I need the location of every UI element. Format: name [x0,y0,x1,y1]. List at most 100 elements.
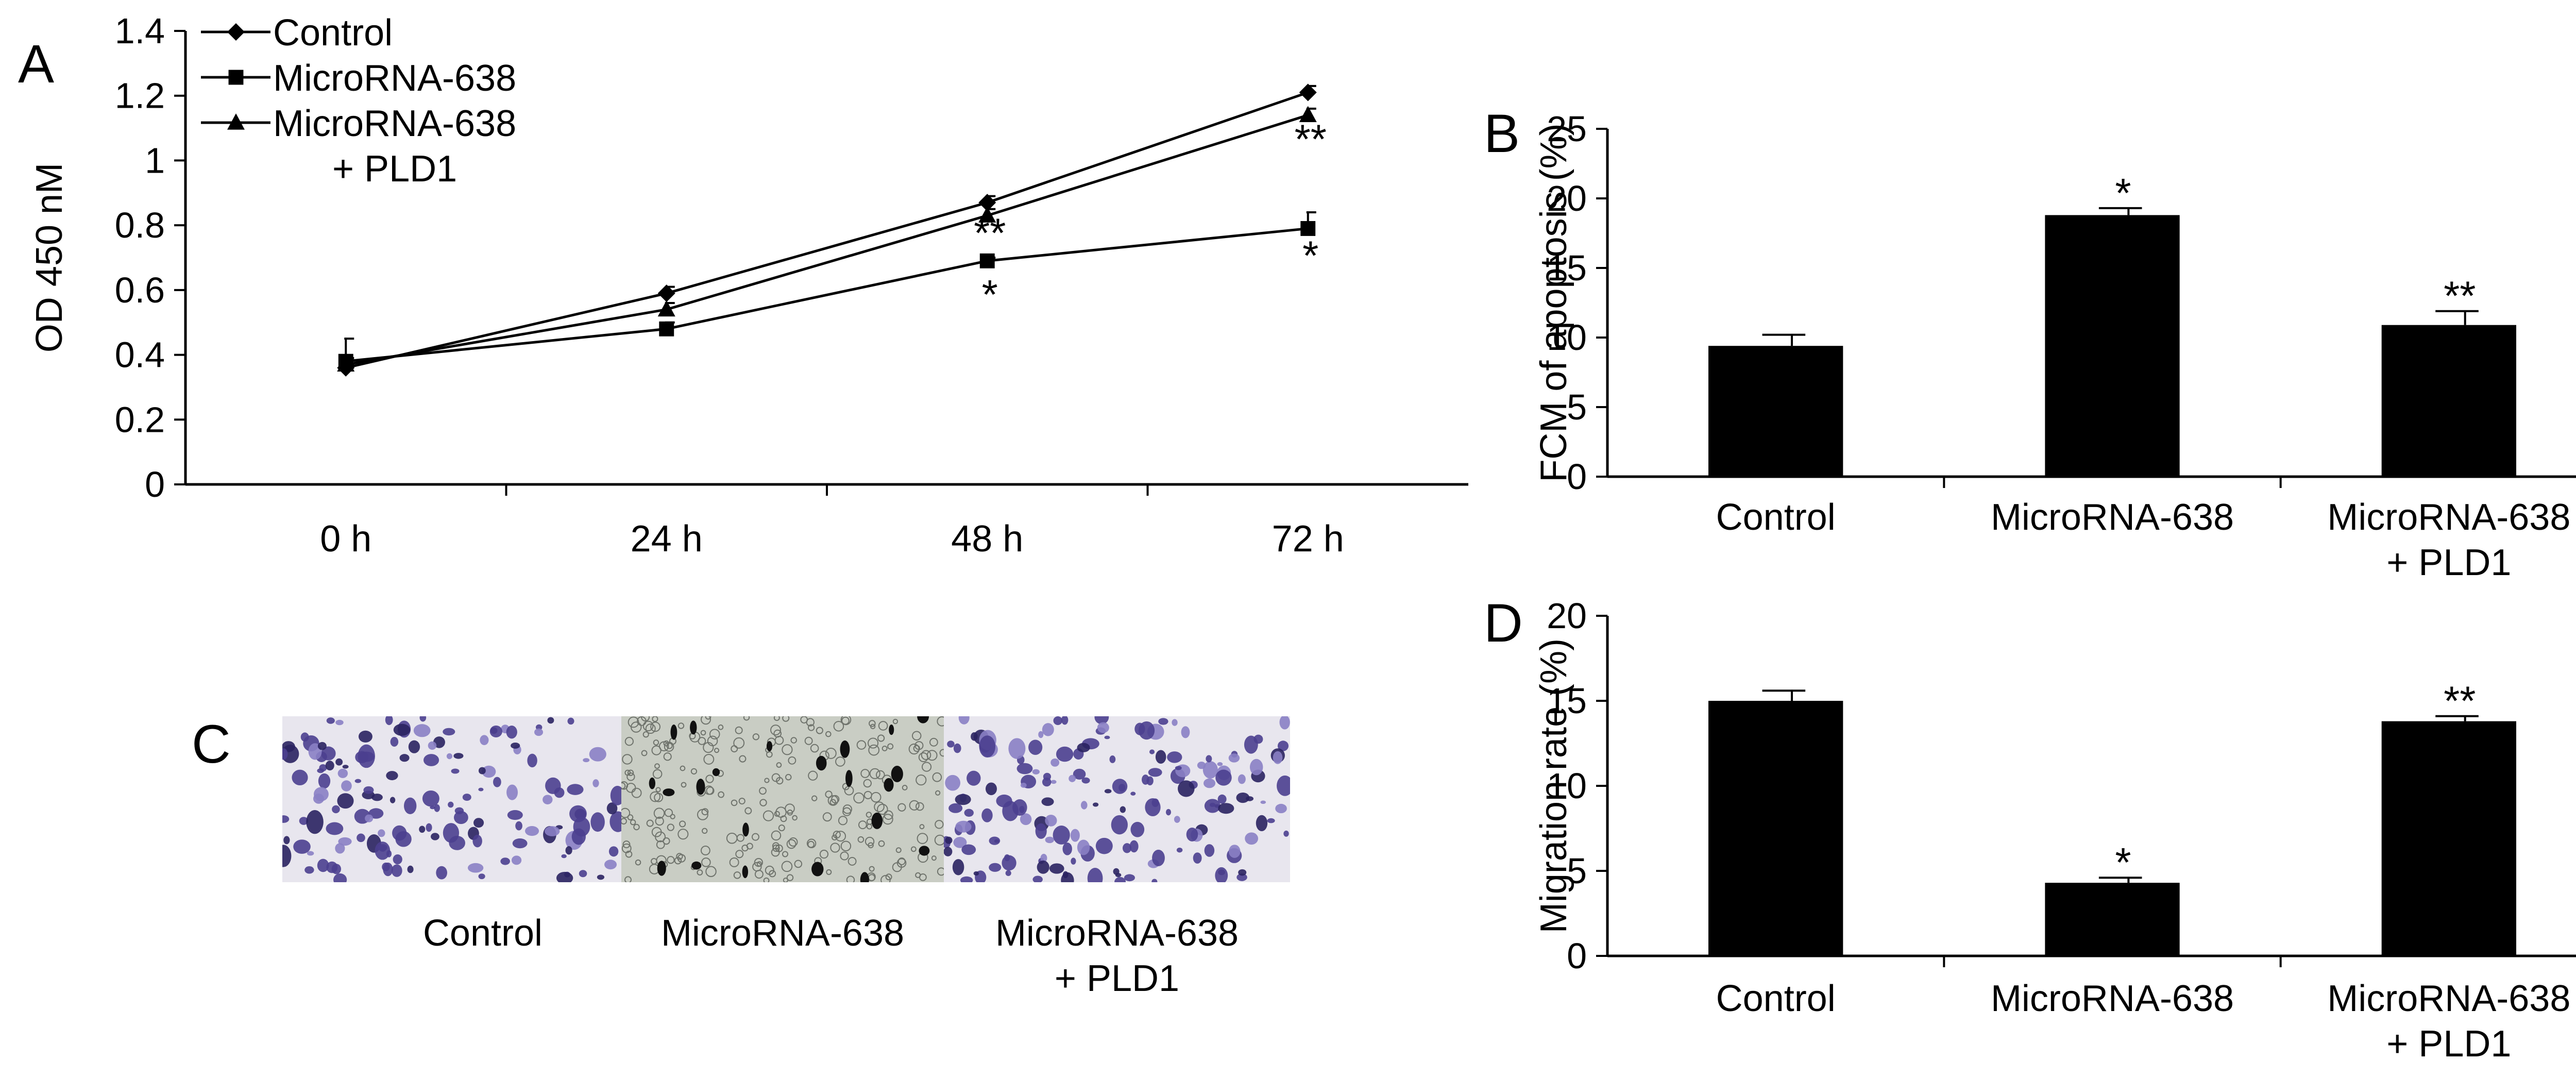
pore-ring [782,744,793,755]
pore-ring [637,716,647,726]
stained-cell [493,777,501,787]
stained-cell [515,821,522,831]
stained-cell [1129,840,1139,853]
dark-cell [871,812,883,829]
stained-cell [446,753,452,760]
stained-cell [1122,843,1132,853]
y-tick-label: 1.4 [115,11,165,51]
stained-cell [1146,776,1154,786]
stained-cell [489,725,502,738]
stained-cell [945,775,961,791]
stained-cell [423,754,439,766]
dark-cell [919,846,930,856]
stained-cell [1130,792,1136,796]
transwell-image [944,716,1290,882]
x-tick-label: MicroRNA-638 [1991,978,2234,1019]
stained-cell [1050,780,1057,784]
stained-cell [337,793,354,809]
stained-cell [967,770,981,786]
pore-ring [897,803,906,812]
pore-ring [771,830,782,841]
stained-cell [478,767,486,775]
y-tick-label: 1 [145,140,165,180]
pore-ring [931,855,937,861]
pore-ring [676,853,683,860]
y-axis-title: Migration rate (%) [1533,638,1574,933]
pore-ring [735,850,744,859]
data-point-diamond [657,284,675,302]
data-point-square [1300,221,1316,236]
pore-ring [937,867,944,876]
pore-ring [759,787,767,795]
pore-ring [652,716,658,722]
y-tick-label: 5 [1567,387,1587,427]
pore-ring [863,779,872,788]
pore-ring [718,724,724,730]
pore-ring [622,840,631,849]
stained-cell [1061,872,1074,882]
stained-cell [335,719,344,726]
pore-ring [865,836,875,847]
stained-cell [335,758,343,766]
y-tick-label: 0.8 [115,205,165,245]
stained-cell [1165,809,1172,816]
x-tick-label: MicroRNA-638 [1991,497,2234,538]
dark-cell [811,862,824,877]
stained-cell [357,833,365,843]
pore-ring [680,765,686,771]
pore-ring [910,846,917,852]
stained-cell [391,864,402,877]
stained-cell [413,724,431,737]
pore-ring [810,744,819,753]
stained-cell [434,804,440,812]
stained-cell [1087,868,1103,882]
pore-ring [829,799,836,805]
stained-cell [511,855,522,865]
dark-cell [840,740,850,758]
stained-cell [342,765,349,769]
bar [2381,721,2516,956]
pore-ring [773,716,780,721]
stained-cell [1081,777,1090,784]
stained-cell [1077,743,1090,752]
data-point-triangle [657,300,675,317]
pore-ring [841,716,850,725]
stained-cell [534,728,544,736]
stained-cell [399,754,410,762]
stained-cell [1130,821,1145,837]
stained-cell [1045,836,1055,844]
x-tick-label: MicroRNA-638 [2327,978,2570,1019]
pore-ring [935,790,941,796]
pore-ring [642,731,649,738]
stained-cell [419,716,427,722]
stained-cell [1174,816,1180,823]
pore-ring [787,810,793,816]
pore-ring [625,783,636,793]
stained-cell [1094,716,1109,725]
stained-cell [1070,829,1080,842]
pore-ring [701,808,709,816]
pore-ring [882,814,893,825]
pore-ring [781,861,793,872]
y-tick-label: 0 [145,464,165,504]
pore-ring [788,837,798,847]
pore-ring [646,819,654,827]
stained-cell [1267,818,1275,823]
legend-label: MicroRNA-638 [273,58,516,99]
pore-ring [701,857,711,867]
stained-cell [378,829,385,837]
transwell-image [621,716,944,882]
stained-cell [960,876,973,882]
pore-ring [937,716,944,727]
stained-cell [985,782,997,796]
stained-cell [1032,876,1043,882]
x-tick-label: 24 h [631,518,703,560]
pore-ring [792,815,798,821]
stained-cell [1120,806,1126,813]
transwell-image [282,716,621,882]
stained-cell [989,863,1002,872]
stained-cell [953,837,967,848]
dark-cell [691,861,702,870]
stained-cell [478,787,484,792]
